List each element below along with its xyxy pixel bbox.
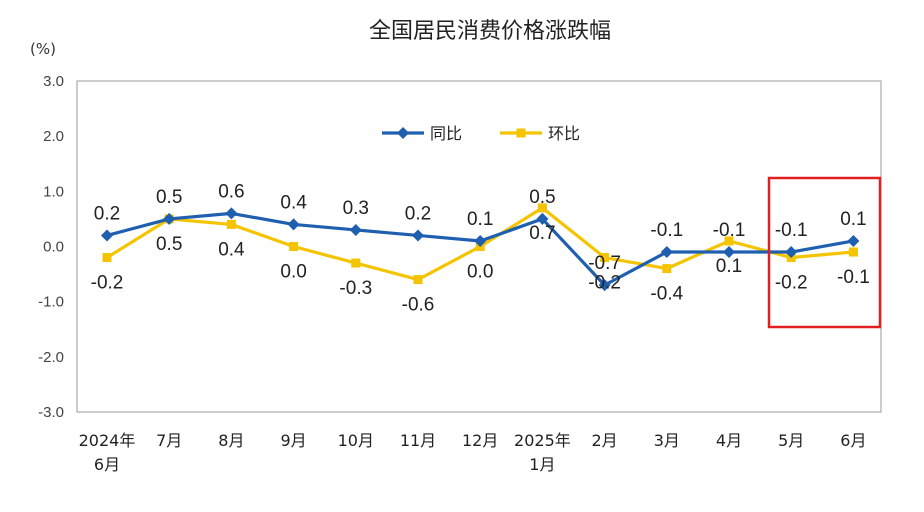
data-point (226, 219, 236, 229)
data-point (413, 275, 423, 285)
y-tick-label: -2.0 (38, 349, 64, 366)
highlight-box (767, 176, 882, 329)
x-tick-label: 5月 (778, 431, 804, 450)
data-point (537, 203, 547, 213)
legend: 同比 环比 (382, 124, 580, 143)
data-label: 0.6 (218, 181, 244, 202)
data-point (536, 212, 549, 225)
data-label: -0.2 (588, 273, 621, 294)
data-label: 0.4 (218, 239, 245, 260)
legend-marker (397, 127, 409, 139)
data-point (598, 279, 611, 292)
data-point (225, 207, 238, 220)
data-label: 0.1 (840, 209, 866, 230)
data-label: -0.3 (339, 278, 372, 299)
data-point (412, 229, 424, 242)
data-point (600, 253, 610, 263)
y-tick-label: -1.0 (38, 294, 64, 311)
data-label: 0.5 (156, 187, 182, 208)
data-point (287, 218, 300, 231)
y-axis: 3.0 2.0 1.0 0.0 -1.0 -2.0 -3.0 (38, 73, 64, 421)
data-point (474, 234, 487, 247)
data-label: -0.1 (837, 267, 870, 288)
x-tick-label: 2024年 (79, 431, 136, 450)
x-axis: 2024年 6月 7月 8月 9月 10月 11月 12月 2025年 1月 2月 3月 4月 5月 6月 (79, 431, 867, 474)
data-label: -0.2 (91, 273, 124, 294)
x-tick-label: 2月 (592, 431, 618, 450)
data-point (101, 229, 113, 242)
data-label: -0.1 (775, 220, 808, 241)
data-point (163, 212, 176, 225)
data-label: 0.4 (280, 192, 307, 213)
data-label: -0.7 (588, 253, 621, 274)
data-point (351, 258, 361, 268)
data-point (660, 246, 673, 259)
data-point (785, 246, 798, 259)
data-label: -0.1 (713, 220, 746, 241)
y-axis-unit: (%) (30, 40, 56, 58)
x-tick-label: 8月 (218, 431, 244, 450)
data-label: -0.4 (650, 284, 683, 305)
legend-marker (516, 128, 526, 138)
data-label: 0.0 (467, 262, 493, 283)
y-tick-label: -3.0 (38, 404, 64, 421)
x-tick-label: 4月 (716, 431, 742, 450)
data-point (102, 253, 112, 263)
y-tick-label: 2.0 (43, 128, 64, 145)
x-tick-label: 3月 (654, 431, 680, 450)
data-label: 0.5 (156, 234, 182, 255)
data-label: -0.1 (650, 220, 683, 241)
x-tick-label: 10月 (338, 431, 374, 450)
data-label: -0.2 (775, 273, 808, 294)
data-point (349, 223, 362, 236)
data-point (723, 246, 735, 259)
x-tick-label: 2025年 (514, 431, 571, 450)
data-point (848, 247, 858, 257)
data-point (289, 242, 299, 251)
data-point (847, 234, 860, 247)
x-tick-label: 1月 (529, 455, 555, 474)
data-label: 0.3 (343, 198, 369, 219)
x-tick-label: 6月 (840, 431, 866, 450)
x-tick-label: 7月 (156, 431, 182, 450)
data-label: 0.0 (280, 262, 306, 283)
data-point (662, 264, 672, 274)
y-tick-label: 3.0 (43, 73, 64, 90)
data-labels: 0.2 0.5 0.6 0.4 0.3 0.2 0.1 0.5 -0.7 -0.1 -0.1 -0.1… (91, 181, 870, 315)
x-tick-label: 12月 (462, 431, 498, 450)
data-label: 0.1 (467, 209, 493, 230)
x-tick-label: 11月 (400, 431, 436, 450)
data-label: 0.1 (716, 256, 742, 277)
data-label: 0.2 (405, 203, 431, 224)
data-label: 0.7 (529, 223, 555, 244)
x-tick-label: 9月 (281, 431, 307, 450)
data-point (724, 236, 734, 246)
chart-title: 全国居民消费价格涨跌幅 (369, 19, 611, 44)
legend-label: 同比 (430, 124, 462, 143)
legend-label: 环比 (548, 124, 580, 143)
series-layer (101, 203, 860, 292)
data-label: -0.6 (402, 295, 435, 316)
data-label: 0.5 (529, 187, 555, 208)
data-label: 0.2 (94, 203, 120, 224)
x-tick-label: 6月 (94, 455, 120, 474)
y-tick-label: 0.0 (43, 239, 64, 256)
y-tick-label: 1.0 (43, 183, 64, 200)
